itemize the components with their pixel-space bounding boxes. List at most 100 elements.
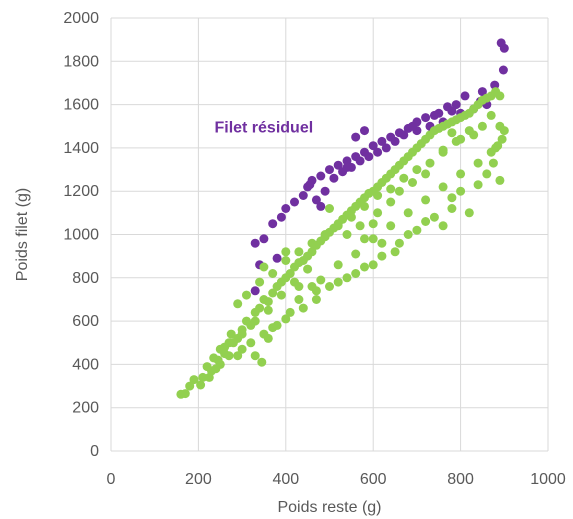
data-point xyxy=(351,249,361,259)
data-point xyxy=(268,219,278,229)
data-point xyxy=(399,173,409,183)
data-point xyxy=(355,156,365,166)
data-point xyxy=(390,247,400,257)
data-point xyxy=(185,381,195,391)
data-point xyxy=(294,247,304,257)
y-tick-label: 800 xyxy=(72,270,99,287)
data-point xyxy=(421,217,431,226)
y-axis-ticks: 0 200 400 600 800 1000 1200 1400 1600 1800 2000 xyxy=(63,10,99,460)
data-point xyxy=(438,182,448,192)
data-point xyxy=(281,314,291,324)
data-point xyxy=(408,121,417,131)
data-point xyxy=(360,126,369,136)
x-axis-ticks: 0 200 400 600 800 1000 xyxy=(107,471,566,488)
data-point xyxy=(438,221,448,231)
data-point xyxy=(408,178,417,187)
data-point xyxy=(368,219,378,229)
data-point xyxy=(421,195,431,205)
data-point xyxy=(303,264,313,274)
data-point xyxy=(228,338,238,348)
data-point xyxy=(305,180,315,190)
data-point xyxy=(268,288,278,298)
data-point xyxy=(425,158,435,168)
data-point xyxy=(233,351,243,361)
data-point xyxy=(298,303,308,313)
data-point xyxy=(447,106,457,116)
data-points xyxy=(176,38,509,399)
data-point xyxy=(316,275,326,285)
data-point xyxy=(250,316,260,326)
data-point xyxy=(263,333,273,343)
data-point xyxy=(342,273,352,283)
data-point xyxy=(226,329,236,339)
data-point xyxy=(311,195,321,205)
data-point xyxy=(429,110,439,120)
annotation-filet-residuel: Filet résiduel xyxy=(214,119,313,136)
data-point xyxy=(196,380,206,390)
data-point xyxy=(438,145,448,155)
data-point xyxy=(456,169,466,179)
data-point xyxy=(213,355,223,365)
y-tick-label: 1400 xyxy=(63,140,99,157)
data-point xyxy=(412,165,422,175)
y-axis-title: Poids filet (g) xyxy=(14,188,31,281)
x-axis-title: Poids reste (g) xyxy=(277,499,381,516)
data-point xyxy=(403,208,413,218)
y-tick-label: 600 xyxy=(72,313,99,330)
y-tick-label: 1600 xyxy=(63,97,99,114)
data-point xyxy=(469,130,479,140)
data-point xyxy=(180,389,190,399)
data-point xyxy=(198,372,208,382)
data-point xyxy=(204,372,214,382)
x-tick-label: 400 xyxy=(272,471,299,488)
data-point xyxy=(272,320,282,330)
data-point xyxy=(333,260,343,270)
data-point xyxy=(377,251,387,261)
data-point xyxy=(290,197,299,207)
data-point xyxy=(456,134,466,144)
data-point xyxy=(320,230,330,239)
data-point xyxy=(272,253,282,263)
data-point xyxy=(320,186,330,196)
data-point xyxy=(368,141,378,151)
data-point xyxy=(250,238,260,248)
data-point xyxy=(381,143,391,153)
y-tick-label: 1000 xyxy=(63,227,99,244)
data-point xyxy=(237,329,247,339)
data-point xyxy=(351,269,361,278)
data-point xyxy=(368,260,378,270)
data-point xyxy=(477,121,487,131)
data-point xyxy=(294,295,304,304)
data-point xyxy=(477,87,487,97)
data-point xyxy=(386,197,396,207)
data-point xyxy=(259,234,269,244)
data-point xyxy=(495,91,505,101)
data-point xyxy=(333,277,343,287)
data-point xyxy=(390,136,400,146)
data-point xyxy=(377,238,387,248)
data-point xyxy=(482,169,492,179)
data-point xyxy=(276,212,286,222)
y-tick-label: 400 xyxy=(72,356,99,373)
data-point xyxy=(499,43,509,53)
data-point xyxy=(497,134,507,144)
data-point xyxy=(360,201,369,211)
data-point xyxy=(346,212,356,222)
data-point xyxy=(488,158,498,168)
data-point xyxy=(220,342,230,352)
data-point xyxy=(263,297,273,307)
data-point xyxy=(373,191,383,200)
data-point xyxy=(224,351,234,361)
data-point xyxy=(333,160,343,170)
data-point xyxy=(333,221,343,231)
series-1 xyxy=(176,87,509,399)
data-point xyxy=(276,290,286,300)
data-point xyxy=(298,191,308,200)
data-point xyxy=(285,307,295,317)
data-point xyxy=(281,204,291,213)
data-point xyxy=(311,295,321,304)
data-point xyxy=(495,175,505,185)
data-point xyxy=(447,128,457,138)
data-point xyxy=(498,65,508,75)
